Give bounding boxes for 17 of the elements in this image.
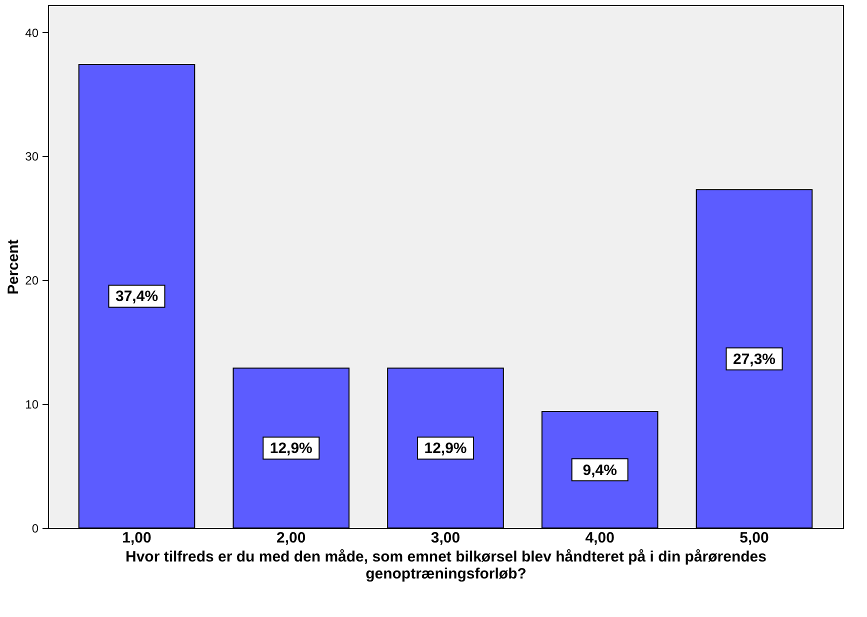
data-label: 12,9% — [270, 440, 312, 458]
y-tick-label: 20 — [25, 274, 39, 288]
x-tick-label: 1,00 — [122, 530, 152, 546]
y-axis-title: Percent — [5, 239, 22, 295]
x-tick-label: 3,00 — [430, 530, 460, 546]
x-tick-label: 4,00 — [585, 530, 614, 546]
y-tick-label: 10 — [25, 398, 39, 412]
data-label: 27,3% — [732, 350, 776, 368]
data-label: 9,4% — [582, 462, 617, 479]
y-tick-label: 30 — [25, 150, 39, 164]
x-axis-title: Hvor tilfreds er du med den måde, som emnet bilkørsel blev håndteret på i din pårørendes genoptræningsforløb? — [126, 548, 766, 582]
data-label: 37,4% — [115, 288, 158, 306]
x-tick-label: 2,00 — [276, 530, 306, 546]
y-tick-label: 40 — [25, 26, 39, 40]
x-tick-label: 5,00 — [740, 530, 769, 546]
data-label: 12,9% — [424, 440, 467, 458]
y-tick-label: 0 — [32, 522, 39, 536]
